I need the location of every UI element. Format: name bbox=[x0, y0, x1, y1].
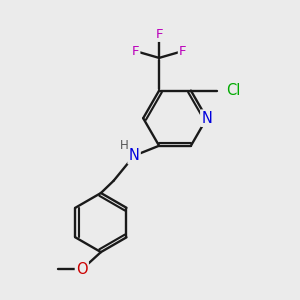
Text: N: N bbox=[201, 111, 212, 126]
Text: F: F bbox=[132, 45, 139, 58]
Text: H: H bbox=[120, 139, 129, 152]
Text: F: F bbox=[179, 45, 187, 58]
Text: N: N bbox=[129, 148, 140, 163]
Text: Cl: Cl bbox=[226, 83, 240, 98]
Text: F: F bbox=[155, 28, 163, 41]
Text: O: O bbox=[76, 262, 88, 277]
